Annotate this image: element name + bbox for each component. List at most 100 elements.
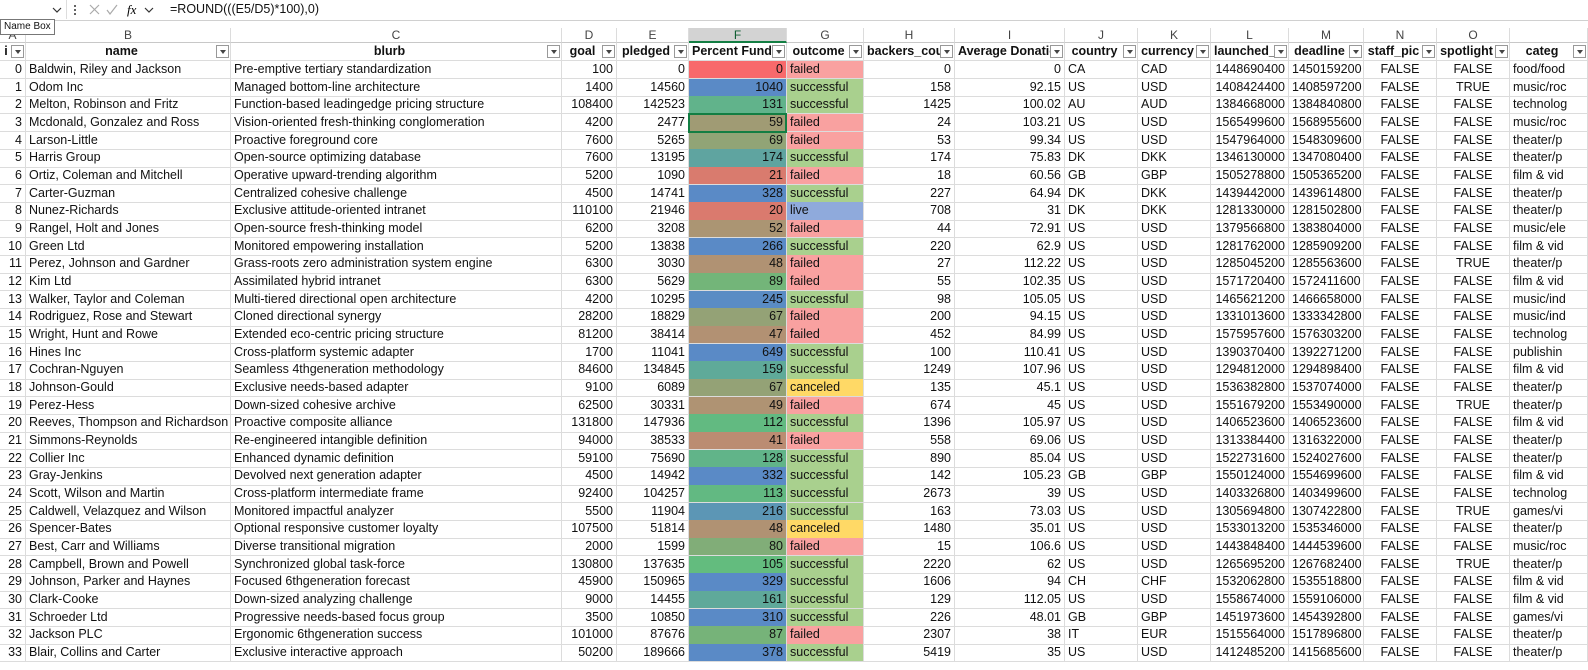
cell[interactable]: US xyxy=(1065,131,1138,150)
cell[interactable]: 1347080400 xyxy=(1289,149,1364,168)
cell[interactable]: theater/p xyxy=(1510,184,1588,203)
cell[interactable]: Mcdonald, Gonzalez and Ross xyxy=(26,114,231,133)
cell[interactable]: US xyxy=(1065,591,1138,610)
cell[interactable]: 1415685600 xyxy=(1289,644,1364,663)
filter-button[interactable] xyxy=(1274,45,1287,58)
cell[interactable]: GB xyxy=(1065,608,1138,627)
cell[interactable]: FALSE xyxy=(1364,202,1437,221)
cell[interactable]: 102.35 xyxy=(955,273,1065,292)
cell[interactable]: 75690 xyxy=(617,449,689,468)
cell[interactable]: FALSE xyxy=(1364,326,1437,345)
cell[interactable]: US xyxy=(1065,273,1138,292)
percent-funded-cell[interactable]: 329 xyxy=(689,573,787,592)
outcome-cell[interactable]: successful xyxy=(787,449,864,468)
outcome-cell[interactable]: failed xyxy=(787,273,864,292)
cell[interactable]: 1524027600 xyxy=(1289,449,1364,468)
outcome-cell[interactable]: failed xyxy=(787,131,864,150)
cell[interactable]: 708 xyxy=(864,202,955,221)
cell[interactable]: 48.01 xyxy=(955,608,1065,627)
cell[interactable]: USD xyxy=(1138,502,1211,521)
cell[interactable]: 1571720400 xyxy=(1211,273,1289,292)
cell[interactable]: 14942 xyxy=(617,467,689,486)
cell[interactable]: 18829 xyxy=(617,308,689,327)
cell[interactable]: 174 xyxy=(864,149,955,168)
cell[interactable]: 1285563600 xyxy=(1289,255,1364,274)
header-cell[interactable]: pledged xyxy=(617,43,689,61)
cell[interactable]: 105.23 xyxy=(955,467,1065,486)
cell[interactable]: GB xyxy=(1065,167,1138,186)
cell[interactable]: Hines Inc xyxy=(26,343,231,362)
cell[interactable]: Exclusive attitude-oriented intranet xyxy=(231,202,562,221)
cell[interactable]: film & vid xyxy=(1510,273,1588,292)
cell[interactable]: 84.99 xyxy=(955,326,1065,345)
filter-button[interactable] xyxy=(940,45,953,58)
cell[interactable]: FALSE xyxy=(1437,96,1510,115)
cell[interactable]: US xyxy=(1065,644,1138,663)
cell[interactable]: USD xyxy=(1138,449,1211,468)
cell[interactable]: FALSE xyxy=(1437,432,1510,451)
cell[interactable]: Perez-Hess xyxy=(26,396,231,415)
cell[interactable]: US xyxy=(1065,485,1138,504)
cell[interactable]: FALSE xyxy=(1364,96,1437,115)
cell[interactable]: 1383804000 xyxy=(1289,220,1364,239)
cell[interactable]: Down-sized cohesive archive xyxy=(231,396,562,415)
percent-funded-cell[interactable]: 21 xyxy=(689,167,787,186)
cell[interactable]: 6089 xyxy=(617,379,689,398)
column-letter[interactable]: I xyxy=(955,28,1065,43)
cell[interactable]: USD xyxy=(1138,644,1211,663)
cell[interactable]: 9000 xyxy=(562,591,617,610)
cell[interactable]: FALSE xyxy=(1364,149,1437,168)
cell[interactable]: film & vid xyxy=(1510,414,1588,433)
cell[interactable]: Operative upward-trending algorithm xyxy=(231,167,562,186)
cell[interactable]: US xyxy=(1065,78,1138,97)
cell[interactable]: 44 xyxy=(864,220,955,239)
cell[interactable]: 1307422800 xyxy=(1289,502,1364,521)
cell[interactable]: Synchronized global task-force xyxy=(231,555,562,574)
cell[interactable]: 1346130000 xyxy=(1211,149,1289,168)
cell[interactable]: Ergonomic 6thgeneration success xyxy=(231,626,562,645)
cell[interactable]: 94 xyxy=(955,573,1065,592)
cell[interactable]: 1396 xyxy=(864,414,955,433)
cell[interactable]: Extended eco-centric pricing structure xyxy=(231,326,562,345)
cell[interactable]: 130800 xyxy=(562,555,617,574)
cell[interactable]: 12 xyxy=(0,273,26,292)
cell[interactable]: USD xyxy=(1138,361,1211,380)
cell[interactable]: 452 xyxy=(864,326,955,345)
percent-funded-cell[interactable]: 112 xyxy=(689,414,787,433)
outcome-cell[interactable]: failed xyxy=(787,114,864,133)
cell[interactable]: 1517896800 xyxy=(1289,626,1364,645)
cell[interactable]: USD xyxy=(1138,273,1211,292)
cell[interactable]: DKK xyxy=(1138,149,1211,168)
cell[interactable]: CAD xyxy=(1138,61,1211,80)
cell[interactable]: 81200 xyxy=(562,326,617,345)
cell[interactable]: 1333342800 xyxy=(1289,308,1364,327)
cell[interactable]: 1316322000 xyxy=(1289,432,1364,451)
outcome-cell[interactable]: failed xyxy=(787,326,864,345)
cell[interactable]: Best, Carr and Williams xyxy=(26,538,231,557)
cell[interactable]: Schroeder Ltd xyxy=(26,608,231,627)
cell[interactable]: TRUE xyxy=(1437,396,1510,415)
outcome-cell[interactable]: canceled xyxy=(787,379,864,398)
cell[interactable]: US xyxy=(1065,379,1138,398)
cell[interactable]: 226 xyxy=(864,608,955,627)
outcome-cell[interactable]: successful xyxy=(787,237,864,256)
cell[interactable]: 73.03 xyxy=(955,502,1065,521)
cell[interactable]: 29 xyxy=(0,573,26,592)
cell[interactable]: 1532062800 xyxy=(1211,573,1289,592)
formula-dropdown[interactable] xyxy=(144,7,154,13)
cell[interactable]: Collier Inc xyxy=(26,449,231,468)
cell[interactable]: 220 xyxy=(864,237,955,256)
header-cell[interactable]: blurb xyxy=(231,43,562,61)
cell[interactable]: 1267682400 xyxy=(1289,555,1364,574)
cell[interactable]: 14741 xyxy=(617,184,689,203)
cell[interactable]: 2307 xyxy=(864,626,955,645)
cell[interactable]: music/ele xyxy=(1510,220,1588,239)
cell[interactable]: 1408424400 xyxy=(1211,78,1289,97)
cell[interactable]: 142523 xyxy=(617,96,689,115)
cell[interactable]: USD xyxy=(1138,114,1211,133)
cell[interactable]: DKK xyxy=(1138,202,1211,221)
filter-button[interactable] xyxy=(11,45,24,58)
cell[interactable]: Blair, Collins and Carter xyxy=(26,644,231,663)
cell[interactable]: AU xyxy=(1065,96,1138,115)
cell[interactable]: 1403326800 xyxy=(1211,485,1289,504)
